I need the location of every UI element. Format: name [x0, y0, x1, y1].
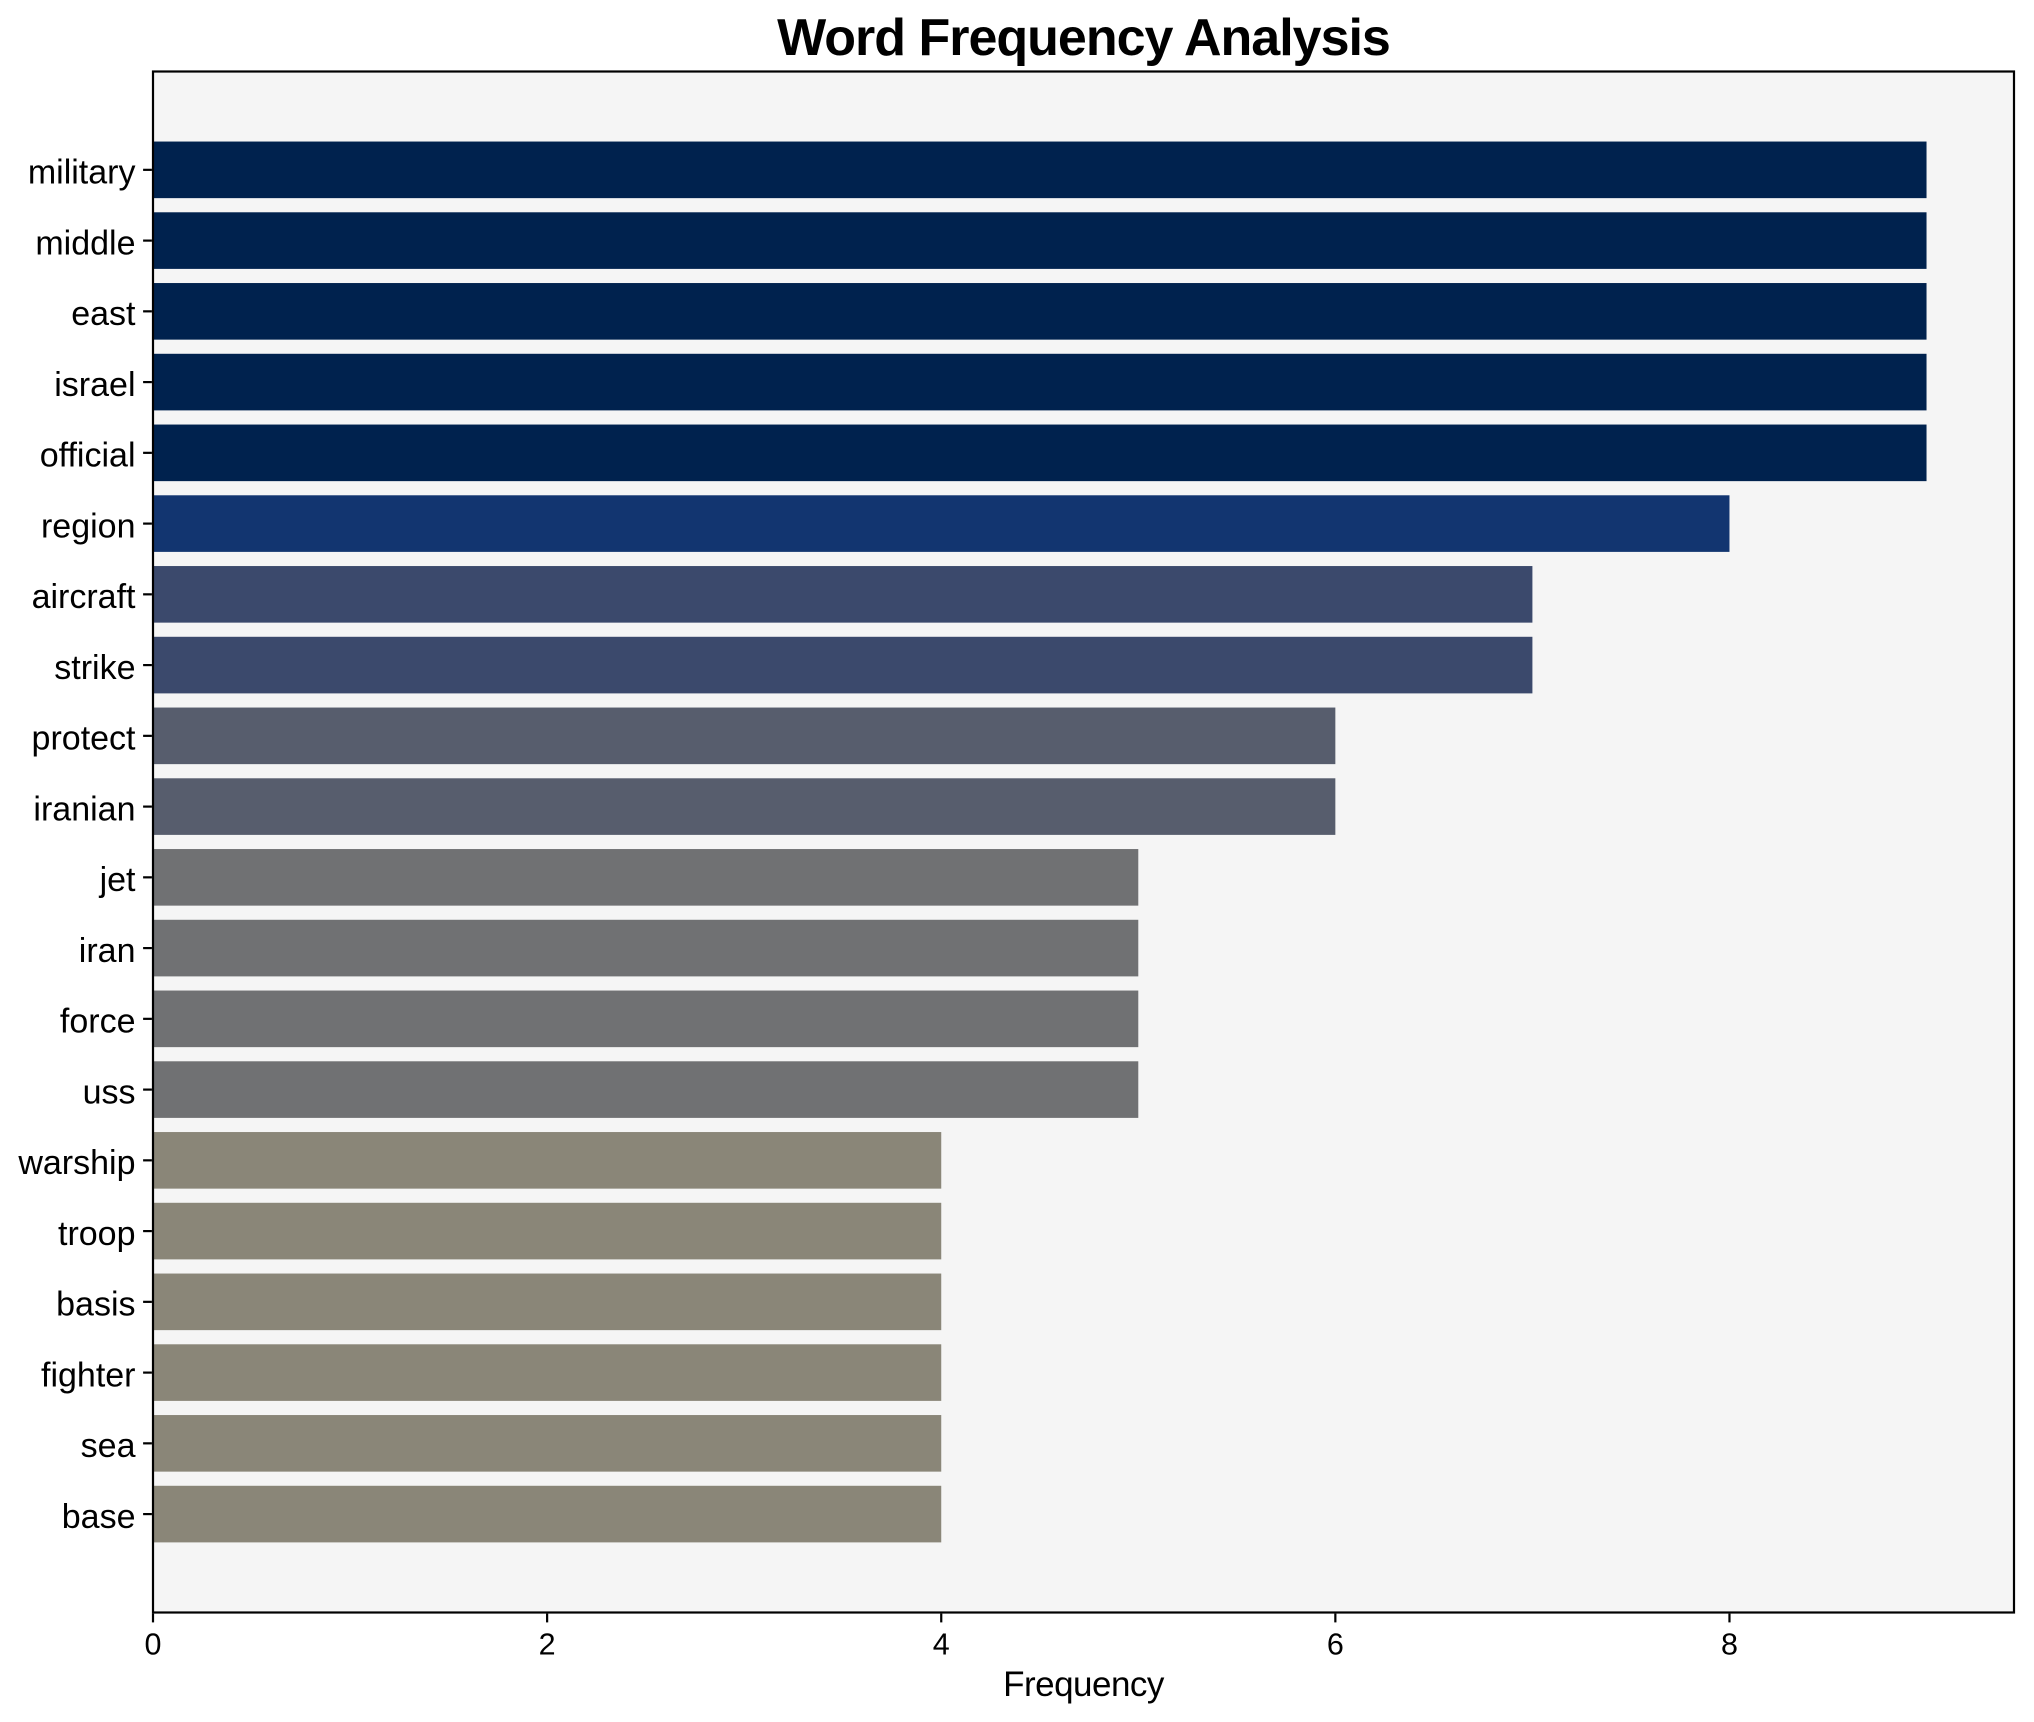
svg-text:Frequency: Frequency — [1003, 1665, 1165, 1704]
svg-text:strike: strike — [54, 649, 135, 687]
svg-text:Word Frequency Analysis: Word Frequency Analysis — [777, 9, 1390, 67]
svg-text:region: region — [41, 507, 136, 545]
svg-text:middle: middle — [35, 224, 135, 262]
svg-text:basis: basis — [56, 1286, 135, 1324]
svg-text:troop: troop — [58, 1215, 136, 1253]
svg-text:protect: protect — [32, 720, 136, 758]
svg-text:official: official — [40, 437, 136, 475]
svg-text:uss: uss — [83, 1073, 136, 1111]
svg-text:fighter: fighter — [41, 1356, 136, 1394]
svg-text:jet: jet — [99, 861, 136, 899]
svg-text:8: 8 — [1721, 1628, 1738, 1662]
svg-text:military: military — [28, 154, 136, 192]
svg-text:6: 6 — [1327, 1628, 1344, 1662]
svg-text:4: 4 — [933, 1628, 950, 1662]
svg-text:iranian: iranian — [33, 790, 135, 828]
svg-text:force: force — [60, 1003, 136, 1041]
svg-text:base: base — [62, 1498, 136, 1536]
svg-text:sea: sea — [81, 1427, 136, 1465]
svg-text:2: 2 — [539, 1628, 556, 1662]
svg-text:aircraft: aircraft — [32, 578, 136, 616]
svg-text:israel: israel — [54, 366, 135, 404]
svg-text:iran: iran — [79, 932, 136, 970]
svg-text:east: east — [71, 295, 136, 333]
svg-text:warship: warship — [17, 1144, 135, 1182]
svg-text:0: 0 — [145, 1628, 162, 1662]
